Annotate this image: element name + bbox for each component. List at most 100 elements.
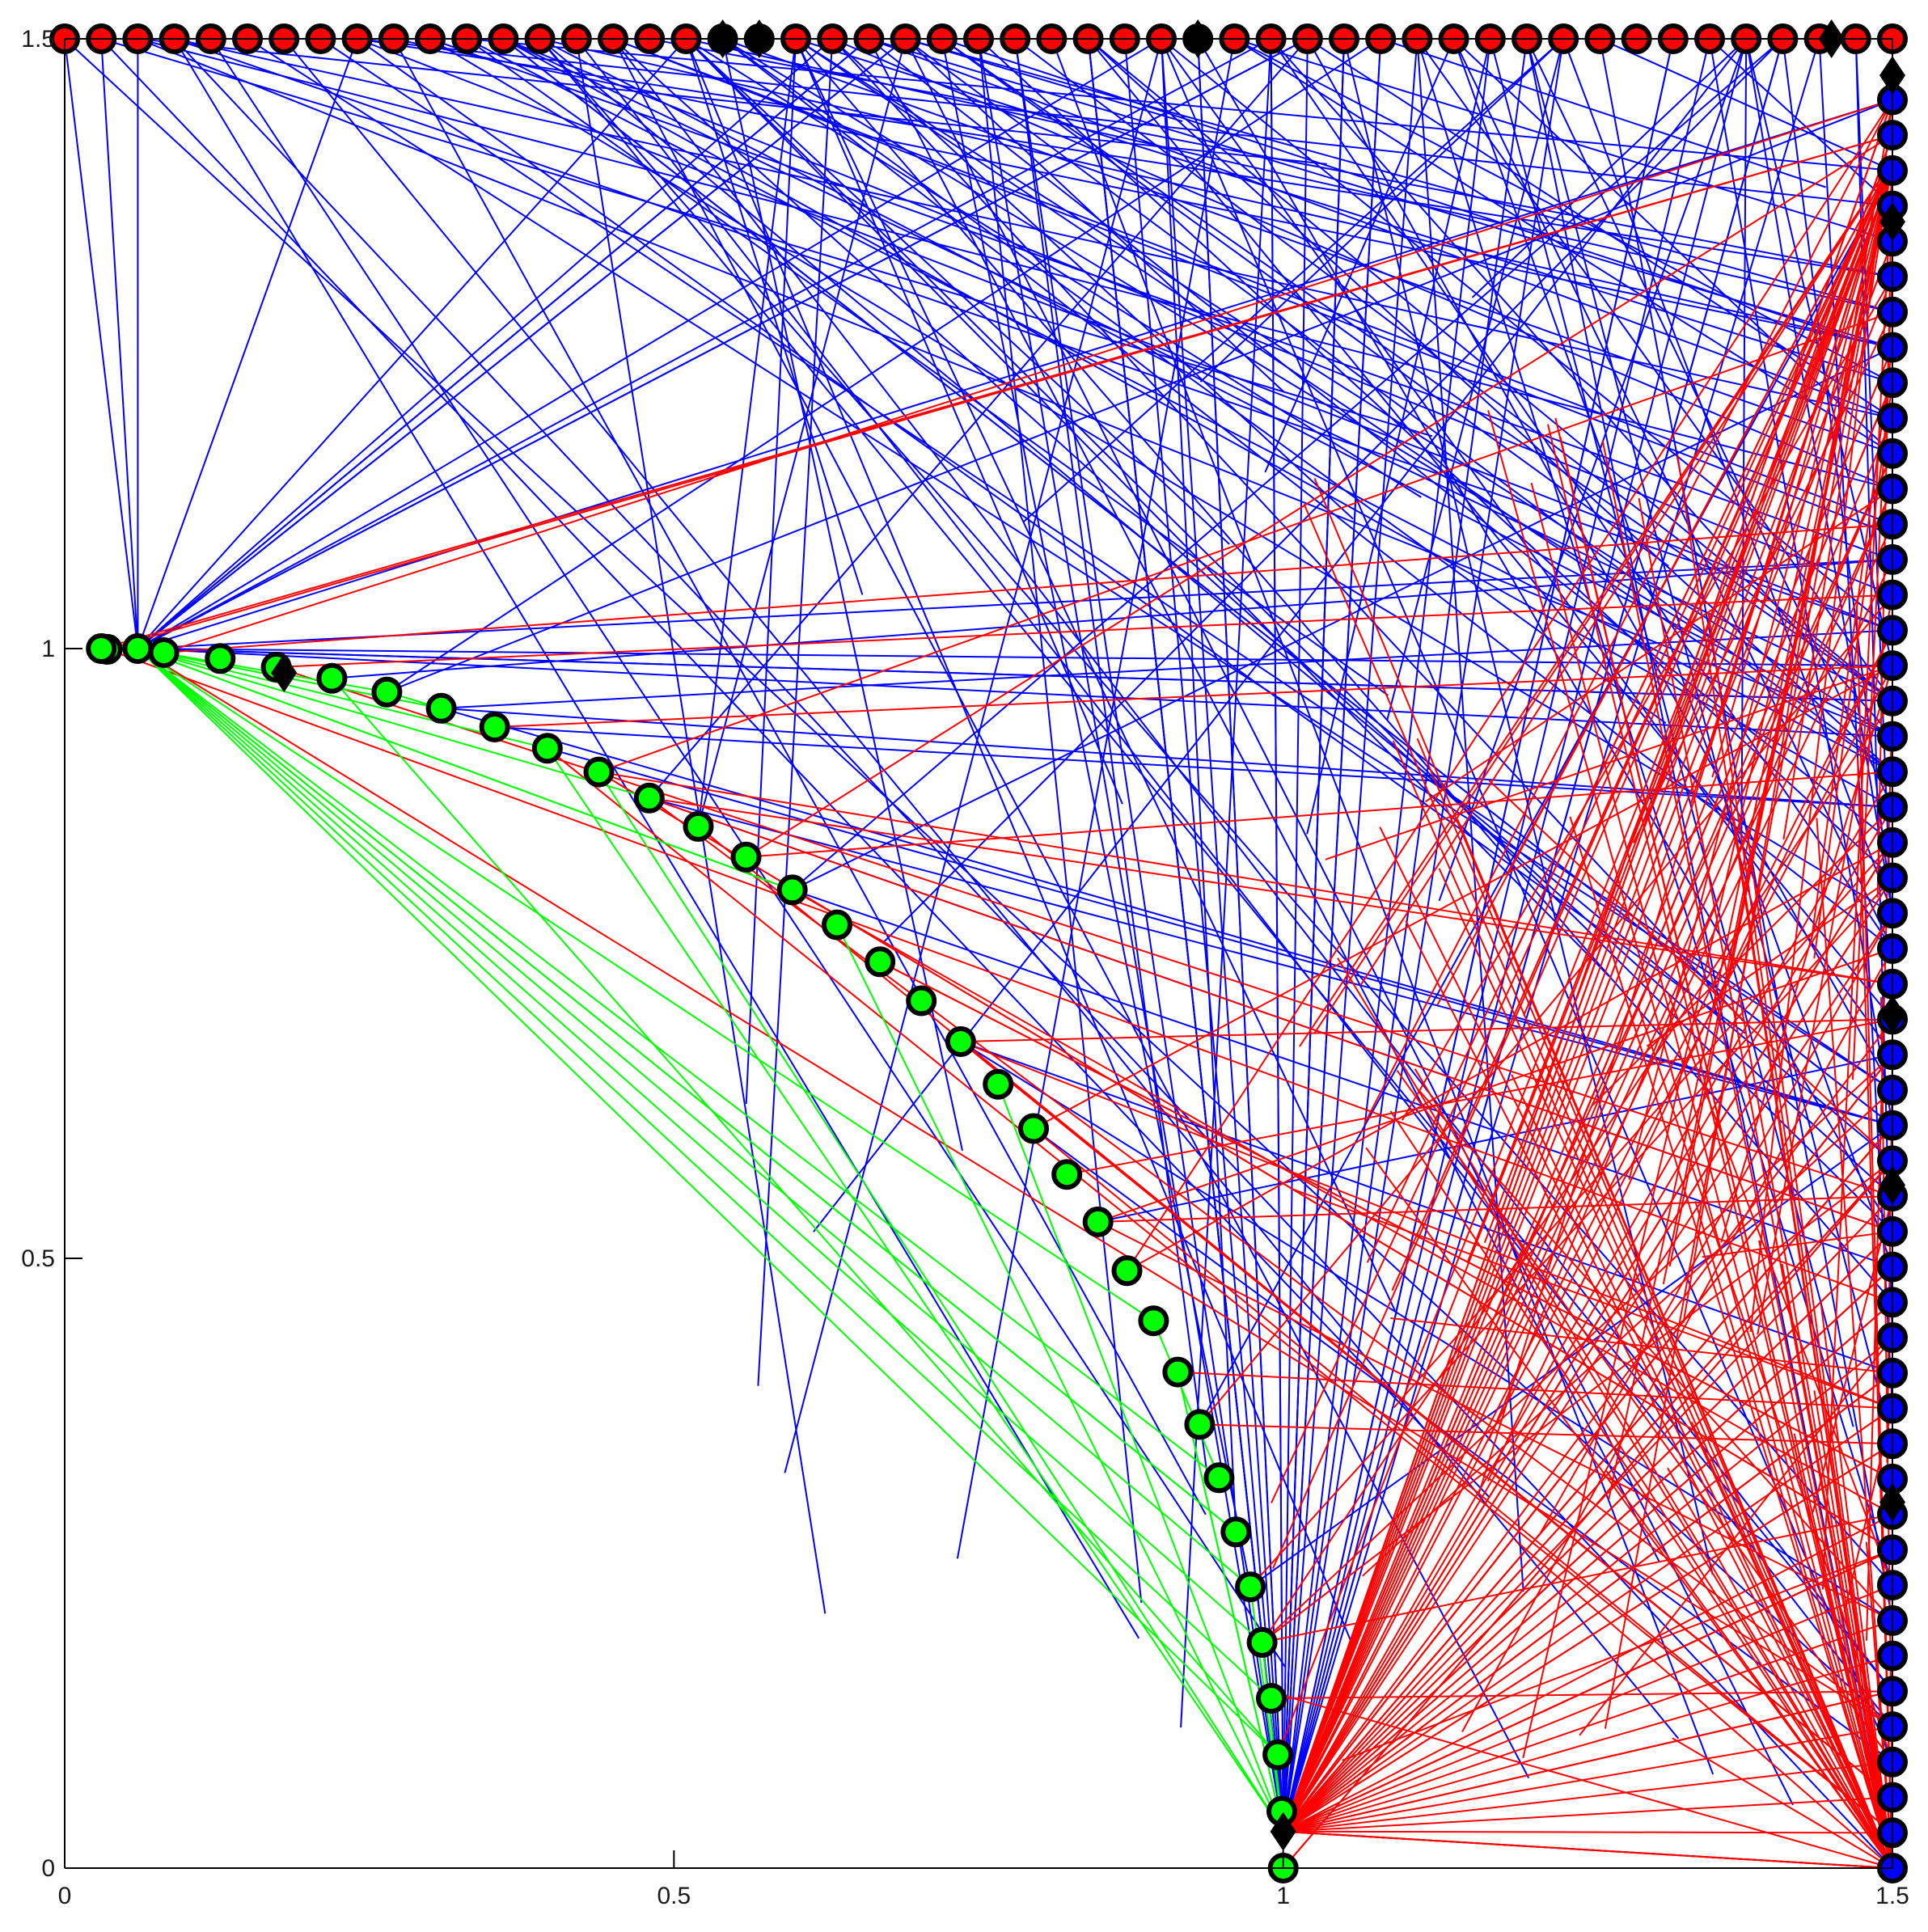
edge-line xyxy=(795,38,1893,773)
edge-line xyxy=(1414,1068,1893,1869)
edge-line xyxy=(795,38,1893,384)
tick-labels: 0 0.5 1 1.5 0 0.5 1 1.5 xyxy=(21,26,1909,1909)
node-marker xyxy=(945,1026,976,1057)
edge-line xyxy=(1707,611,1893,1869)
edge-line xyxy=(137,648,1251,1587)
edge-line xyxy=(1126,99,1893,1271)
edge-line xyxy=(1569,816,1893,1869)
edge-line xyxy=(1282,1124,1893,1833)
node-marker xyxy=(1184,1409,1216,1440)
edge-line xyxy=(831,38,1354,520)
y-tick-label: 1.5 xyxy=(21,26,55,53)
edge-line xyxy=(1249,877,1893,1587)
edge-line xyxy=(882,38,1784,944)
edge-line xyxy=(1283,1655,1893,1833)
node-marker xyxy=(983,1068,1014,1100)
edge-line xyxy=(1282,665,1893,1833)
edge-line xyxy=(649,797,1893,985)
edge-line xyxy=(1365,1147,1893,1869)
edge-line xyxy=(1199,594,1893,1426)
edge-line xyxy=(1402,160,1893,1399)
edge-line xyxy=(1628,160,1893,1181)
edge-line xyxy=(1511,1074,1893,1869)
edge-line xyxy=(1233,38,1893,454)
edge-line xyxy=(1821,160,1893,1590)
edge-line xyxy=(539,38,1893,1162)
edge-line xyxy=(1282,912,1893,1833)
edge-line xyxy=(1271,160,1893,1503)
edge-line xyxy=(978,38,1893,879)
edge-line xyxy=(1662,160,1893,1285)
edge-line xyxy=(978,38,1143,1604)
edge-line xyxy=(1306,38,1893,1091)
edge-line xyxy=(1282,38,1491,1832)
edge-line xyxy=(357,38,1746,1034)
edge-line xyxy=(137,38,870,649)
edge-line xyxy=(795,38,1893,1303)
edge-line xyxy=(1396,1070,1893,1763)
edge-line xyxy=(547,747,1893,1834)
edge-line xyxy=(1362,1089,1893,1577)
edge-line xyxy=(1601,440,1893,1869)
edge-line xyxy=(1364,99,1893,1125)
edge-line xyxy=(1537,912,1893,1537)
edge-line xyxy=(1234,38,1893,243)
y-tick-label: 0 xyxy=(41,1855,55,1882)
edge-line xyxy=(941,38,1252,1587)
edge-line xyxy=(137,648,1279,1756)
edge-line xyxy=(1282,205,1893,1833)
edge-line xyxy=(1097,1054,1893,1223)
edge-line xyxy=(685,38,1355,1647)
edge-line xyxy=(392,38,1207,1516)
edge-line xyxy=(1097,1221,1893,1621)
edge-line xyxy=(1380,38,1826,188)
edge-line xyxy=(792,38,1784,891)
edge-line xyxy=(1781,1263,1893,1869)
edge-line xyxy=(64,38,139,649)
edge-line xyxy=(173,38,1140,1639)
node-marker xyxy=(776,874,808,906)
edge-line xyxy=(1337,958,1893,1869)
edge-line xyxy=(1283,1761,1893,1833)
edge-line xyxy=(1471,38,1747,298)
edge-line xyxy=(1283,1513,1893,1833)
edge-line xyxy=(1283,1549,1893,1833)
edge-line xyxy=(1161,38,1893,1763)
edge-line xyxy=(441,707,1893,1127)
edge-line xyxy=(137,648,548,750)
x-tick-label: 1 xyxy=(1276,1883,1290,1909)
edge-line xyxy=(137,38,1162,649)
node-marker xyxy=(1051,1159,1083,1190)
edge-line xyxy=(1488,780,1893,1162)
edge-line xyxy=(1303,503,1893,1869)
edge-line xyxy=(792,889,1893,1516)
node-marker xyxy=(1235,1571,1266,1603)
edge-line xyxy=(1366,160,1893,1263)
x-tick-label: 1.5 xyxy=(1875,1883,1909,1909)
x-tick-label: 0 xyxy=(58,1883,72,1909)
node-marker xyxy=(148,637,180,668)
edge-line xyxy=(1467,160,1893,1262)
edge-line xyxy=(137,38,907,649)
edge-line xyxy=(612,38,1893,1692)
edge-line xyxy=(1152,1320,1220,1478)
edge-line xyxy=(1702,1230,1893,1258)
edge-line xyxy=(686,38,1893,313)
edge-line xyxy=(1461,948,1893,1732)
node-marker xyxy=(906,985,937,1017)
node-marker xyxy=(583,756,615,788)
x-tick-label: 0.5 xyxy=(657,1883,691,1909)
edge-line xyxy=(137,648,1154,1322)
edge-line xyxy=(1282,1054,1893,1833)
edge-line xyxy=(1342,1549,1893,1761)
node-marker xyxy=(1246,1626,1278,1658)
node-marker xyxy=(865,946,896,978)
edge-line xyxy=(576,38,1893,1727)
edge-line xyxy=(869,38,1893,419)
edge-line xyxy=(1562,38,1893,914)
edge-line xyxy=(1282,559,1893,1833)
edge-line xyxy=(1452,38,1893,949)
edge-line xyxy=(539,38,1893,1692)
edge-line xyxy=(137,38,1272,649)
